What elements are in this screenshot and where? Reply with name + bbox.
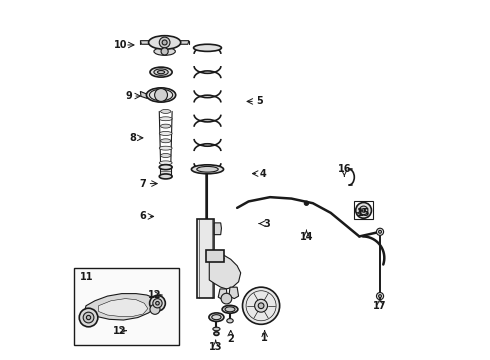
- Bar: [354, 202, 373, 219]
- Circle shape: [79, 308, 98, 327]
- Polygon shape: [218, 289, 227, 300]
- Ellipse shape: [194, 44, 221, 51]
- Ellipse shape: [213, 327, 220, 331]
- Polygon shape: [229, 287, 239, 298]
- Text: 6: 6: [140, 211, 147, 221]
- Circle shape: [376, 228, 384, 235]
- Circle shape: [155, 89, 168, 102]
- Circle shape: [243, 287, 280, 324]
- Polygon shape: [180, 41, 189, 44]
- Ellipse shape: [150, 67, 172, 77]
- Ellipse shape: [159, 117, 172, 121]
- Circle shape: [159, 37, 170, 48]
- Text: 13: 13: [209, 342, 222, 352]
- Ellipse shape: [214, 332, 219, 336]
- Circle shape: [359, 206, 368, 215]
- Circle shape: [304, 201, 309, 205]
- Text: 8: 8: [129, 133, 136, 143]
- Polygon shape: [140, 91, 147, 99]
- Polygon shape: [140, 41, 149, 44]
- Ellipse shape: [161, 109, 171, 113]
- Circle shape: [153, 298, 162, 308]
- Circle shape: [362, 208, 366, 212]
- Ellipse shape: [222, 305, 238, 313]
- Ellipse shape: [159, 174, 172, 179]
- Ellipse shape: [225, 307, 235, 312]
- Text: 4: 4: [260, 168, 266, 179]
- Ellipse shape: [161, 124, 171, 128]
- Circle shape: [376, 293, 384, 300]
- Text: 16: 16: [338, 164, 351, 174]
- Bar: [206, 249, 223, 262]
- Circle shape: [255, 299, 268, 312]
- Circle shape: [356, 203, 371, 218]
- Text: 12: 12: [148, 290, 162, 300]
- Text: 3: 3: [263, 219, 270, 229]
- Polygon shape: [98, 298, 148, 316]
- Circle shape: [150, 304, 160, 314]
- Polygon shape: [209, 253, 241, 289]
- Ellipse shape: [159, 146, 172, 150]
- Ellipse shape: [209, 313, 224, 321]
- Text: 17: 17: [373, 301, 387, 311]
- Text: 15: 15: [357, 208, 370, 218]
- Ellipse shape: [148, 36, 181, 49]
- Circle shape: [221, 293, 232, 304]
- Text: 11: 11: [80, 272, 94, 282]
- Ellipse shape: [159, 131, 172, 135]
- Polygon shape: [85, 294, 157, 320]
- Ellipse shape: [147, 88, 176, 102]
- Ellipse shape: [227, 319, 233, 323]
- Circle shape: [379, 230, 381, 233]
- Text: 1: 1: [261, 333, 268, 343]
- Ellipse shape: [159, 165, 172, 170]
- Ellipse shape: [197, 166, 218, 172]
- Circle shape: [149, 296, 165, 311]
- Bar: [160, 167, 172, 176]
- Circle shape: [83, 312, 94, 323]
- Ellipse shape: [161, 154, 171, 157]
- Bar: [74, 268, 179, 345]
- Circle shape: [258, 303, 264, 309]
- Text: 7: 7: [140, 179, 147, 189]
- Circle shape: [161, 48, 168, 55]
- Ellipse shape: [192, 165, 223, 174]
- Bar: [197, 219, 214, 298]
- Text: 12: 12: [113, 326, 126, 336]
- Text: 5: 5: [256, 96, 263, 107]
- Ellipse shape: [161, 139, 171, 143]
- Circle shape: [86, 315, 91, 320]
- Ellipse shape: [154, 48, 175, 55]
- Text: 14: 14: [300, 232, 313, 242]
- Ellipse shape: [159, 161, 172, 165]
- Circle shape: [162, 40, 167, 45]
- Ellipse shape: [157, 71, 165, 74]
- Text: 9: 9: [125, 91, 132, 101]
- Circle shape: [379, 295, 381, 297]
- Ellipse shape: [154, 69, 168, 75]
- Text: 2: 2: [227, 334, 234, 344]
- Polygon shape: [214, 223, 221, 235]
- Circle shape: [156, 301, 159, 305]
- Text: 10: 10: [114, 40, 127, 50]
